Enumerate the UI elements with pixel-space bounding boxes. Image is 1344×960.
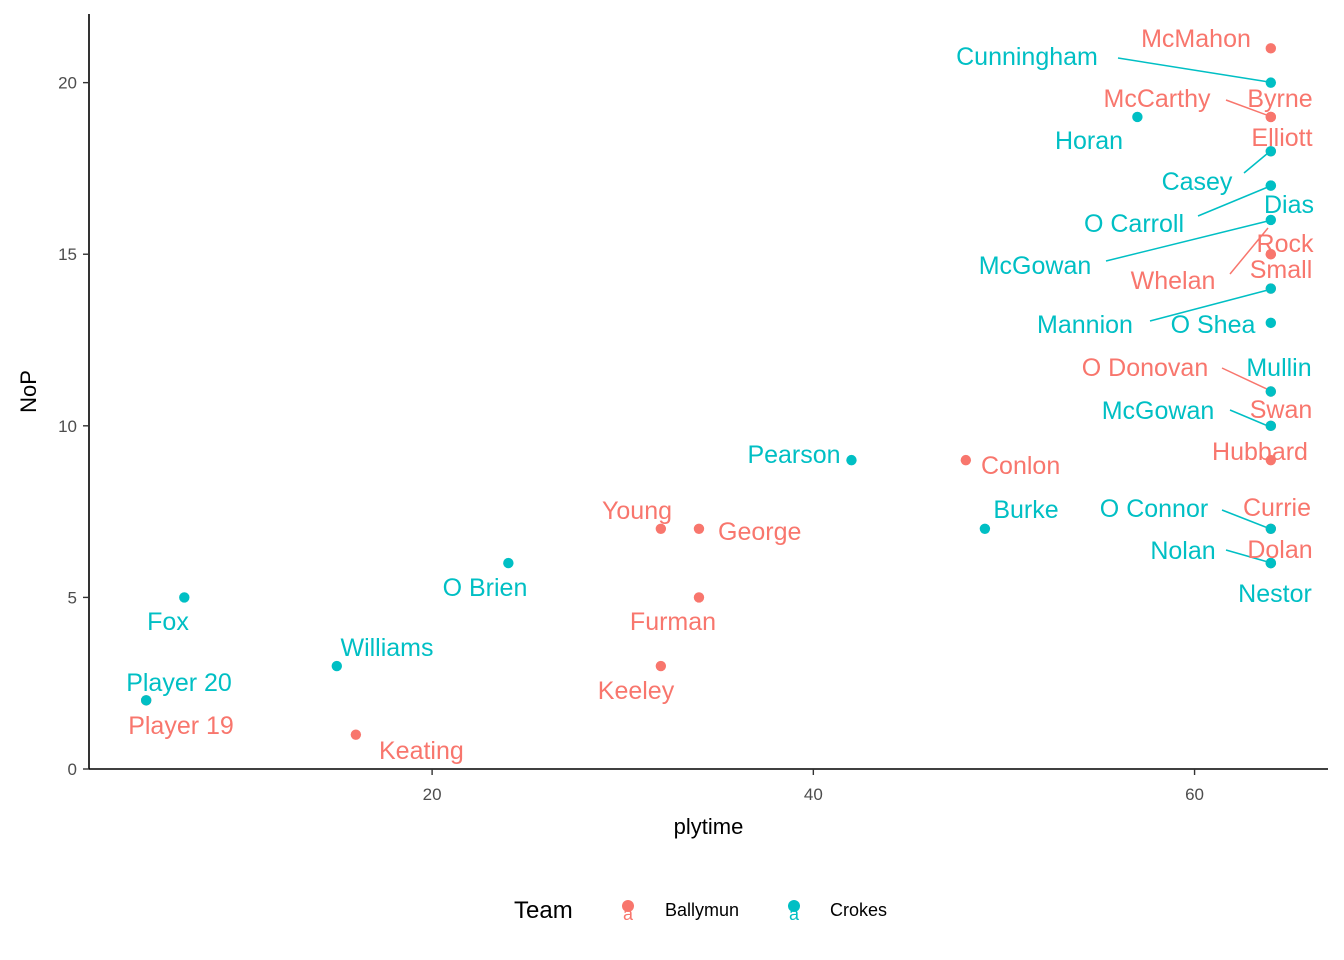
legend-key-point [788,900,800,912]
label-connector [1149,289,1269,322]
label-connector [1243,152,1269,174]
data-point [1265,249,1277,260]
point-label: Mannion [1037,311,1133,339]
x-tick-label: 60 [1185,785,1204,804]
point-label: O Donovan [1082,354,1208,382]
point-label: Player 20 [126,669,232,697]
label-connector [1221,367,1272,392]
y-tick-label: 0 [68,760,77,779]
point-label: Dolan [1247,536,1312,564]
point-label: Nestor [1238,580,1312,608]
point-label: Cunningham [956,43,1098,71]
point-label: Casey [1162,168,1233,196]
legend-title: Team [514,897,573,924]
data-point [655,660,667,672]
data-point [503,557,514,569]
x-axis-title: plytime [674,814,744,839]
label-connector [1117,57,1270,83]
axes: 20 40 60 0 5 10 15 20 [58,14,1328,804]
data-point [1265,43,1277,54]
label-connectors [1105,57,1273,563]
label-connector [1229,227,1269,275]
point-label: McMahon [1141,25,1251,53]
legend: Team a Ballymun a Crokes [514,897,887,924]
point-label: Elliott [1251,124,1312,152]
point-label: Conlon [981,452,1060,480]
point-label: Pearson [747,441,840,469]
data-point [1265,317,1277,329]
point-label: McGowan [1102,397,1215,425]
point-label: George [718,518,801,546]
y-tick-label: 10 [58,417,77,436]
legend-entry-label: Ballymun [665,900,739,920]
data-point [1265,283,1277,294]
point-label: Fox [147,608,189,636]
data-point [693,592,705,603]
point-label: Nolan [1150,537,1215,565]
point-label: Horan [1055,127,1123,155]
point-label: Williams [340,634,433,662]
point-label: O Connor [1100,495,1208,523]
point-label: McCarthy [1104,85,1211,113]
y-tick-label: 20 [58,74,77,93]
label-connector [1197,186,1269,217]
data-point [1265,146,1277,157]
point-label: O Shea [1171,311,1256,339]
point-label: Burke [993,496,1058,524]
point-label: Hubbard [1212,438,1308,466]
data-point [1265,111,1277,123]
legend-entry-label: Crokes [830,900,887,920]
point-label: Currie [1243,494,1311,522]
label-connector [1225,549,1269,563]
data-point [655,523,667,534]
point-label: Young [602,497,672,525]
point-label: Byrne [1247,85,1312,113]
point-label: McGowan [979,252,1092,280]
data-point [350,729,362,740]
data-point [1265,420,1277,432]
data-point [693,523,705,534]
legend-key-glyph: a [789,904,800,924]
x-tick-label: 40 [804,785,823,804]
point-labels: McMahon Byrne McCarthy Elliott Rock Whelan Sma… [126,25,1314,765]
label-connector [1225,99,1273,118]
point-label: Small [1250,256,1313,284]
y-tick-label: 15 [58,245,77,264]
data-point [1265,77,1277,88]
data-point [979,523,991,534]
point-label: Keating [379,737,464,765]
data-point [1265,557,1277,569]
data-point [1265,454,1277,466]
y-tick-label: 5 [68,588,77,607]
point-label: O Carroll [1084,210,1184,238]
legend-key-glyph: a [623,904,634,924]
point-label: Furman [630,608,716,636]
data-point [179,592,190,603]
label-connector [1221,509,1269,529]
point-label: Rock [1257,230,1314,258]
data-point [1265,180,1277,191]
data-points [140,43,1277,740]
legend-key-point [622,900,634,912]
data-point [140,695,152,706]
x-tick-label: 20 [423,785,442,804]
point-label: Whelan [1131,267,1216,295]
point-label: Swan [1250,396,1313,424]
point-label: Keeley [598,677,675,705]
label-connector [1105,220,1269,262]
data-point [1265,523,1277,534]
data-point [331,660,342,672]
data-point [1265,214,1277,226]
point-label: Mullin [1246,354,1311,382]
data-point [1132,111,1143,123]
data-point [846,454,857,466]
point-label: Dias [1264,191,1314,219]
label-connector [1229,409,1269,427]
data-point [1265,386,1277,397]
y-axis-title: NoP [16,370,41,413]
point-label: O Brien [443,574,528,602]
point-label: Player 19 [128,712,234,740]
data-point [960,454,972,466]
